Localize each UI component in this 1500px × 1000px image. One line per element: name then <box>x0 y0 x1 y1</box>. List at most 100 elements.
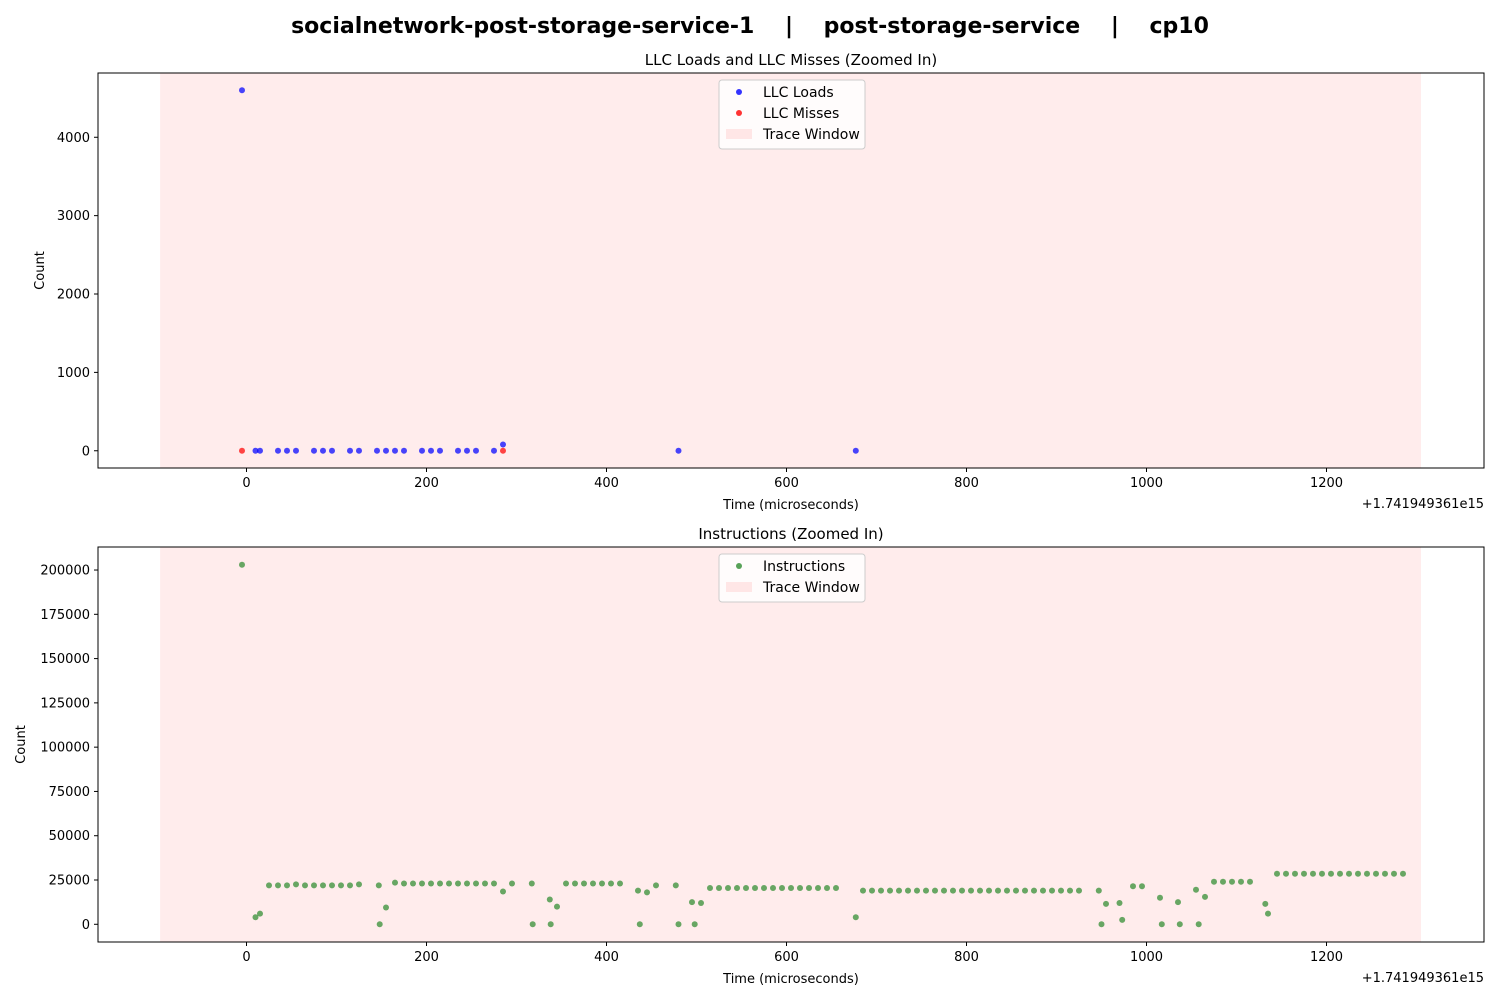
data-point-instructions <box>1067 887 1073 894</box>
data-point-llc-loads <box>252 447 259 454</box>
data-point-instructions <box>376 921 383 928</box>
data-point-instructions <box>284 882 290 889</box>
data-point-llc-loads <box>257 447 263 454</box>
y-tick-label: 100000 <box>40 741 90 756</box>
x-tick-label: 1000 <box>1130 476 1163 491</box>
data-point-instructions <box>878 887 884 894</box>
data-point-instructions <box>1220 878 1226 885</box>
data-point-instructions <box>554 903 560 910</box>
data-point-llc-loads <box>311 447 317 454</box>
y-tick-label: 2000 <box>57 288 90 303</box>
data-point-llc-loads <box>852 447 859 454</box>
data-point-instructions <box>968 887 974 894</box>
data-point-instructions <box>1175 899 1181 906</box>
y-tick-label: 4000 <box>57 131 90 146</box>
data-point-instructions <box>528 880 535 887</box>
legend: LLC Loads LLC Misses Trace Window <box>718 79 866 150</box>
data-point-instructions <box>752 884 758 891</box>
data-point-instructions <box>1158 921 1165 928</box>
data-point-instructions <box>546 896 553 903</box>
y-tick-label: 175000 <box>40 608 90 623</box>
data-point-instructions <box>275 882 281 889</box>
data-point-instructions <box>977 887 983 894</box>
data-point-instructions <box>995 887 1001 894</box>
x-tick-label: 1200 <box>1310 950 1343 965</box>
data-point-llc-loads <box>329 447 335 454</box>
x-tick-label: 400 <box>594 950 619 965</box>
y-tick-label: 25000 <box>49 874 90 889</box>
data-point-instructions <box>698 900 704 907</box>
data-point-instructions <box>410 880 416 887</box>
data-point-instructions <box>653 882 659 889</box>
figure-title: socialnetwork-post-storage-service-1 | p… <box>291 14 1209 39</box>
data-point-instructions <box>691 921 698 928</box>
data-point-instructions <box>1238 878 1244 885</box>
data-point-instructions <box>1229 878 1235 885</box>
data-point-instructions <box>1400 870 1406 877</box>
data-point-instructions <box>1176 921 1183 928</box>
data-point-instructions <box>1040 887 1046 894</box>
data-point-instructions <box>257 910 263 917</box>
data-point-instructions <box>1364 870 1370 877</box>
data-point-instructions <box>1004 887 1010 894</box>
data-point-instructions <box>383 904 389 911</box>
llc-panel: LLC Loads and LLC Misses (Zoomed In) 0 200… <box>33 51 1485 513</box>
data-point-instructions <box>1116 900 1123 907</box>
legend-trace-swatch <box>726 129 752 139</box>
legend-label: Trace Window <box>762 580 860 596</box>
data-point-llc-loads <box>500 441 506 448</box>
data-point-instructions <box>320 882 326 889</box>
data-point-instructions <box>464 880 470 887</box>
x-tick-label: 600 <box>774 476 799 491</box>
data-point-instructions <box>1337 870 1343 877</box>
x-tick-label: 1000 <box>1130 950 1163 965</box>
data-point-instructions <box>1391 870 1397 877</box>
data-point-instructions <box>1211 878 1217 885</box>
x-axis-label: Time (microseconds) <box>722 972 859 987</box>
data-point-llc-loads <box>675 447 682 454</box>
data-point-instructions <box>707 884 713 891</box>
data-point-instructions <box>1202 893 1208 900</box>
data-point-instructions <box>1292 870 1298 877</box>
data-point-instructions <box>252 914 259 921</box>
data-point-instructions <box>401 880 407 887</box>
data-point-instructions <box>986 887 992 894</box>
data-point-instructions <box>734 884 740 891</box>
y-tick-label: 200000 <box>40 564 90 579</box>
x-tick-label: 1200 <box>1310 476 1343 491</box>
data-point-llc-loads <box>419 447 425 454</box>
data-point-instructions <box>788 884 794 891</box>
y-tick-label: 3000 <box>57 209 90 224</box>
legend-box <box>718 79 866 150</box>
y-tick-label: 1000 <box>57 366 90 381</box>
data-point-instructions <box>1382 870 1388 877</box>
axes-frame <box>97 546 1485 943</box>
data-point-instructions <box>675 921 682 928</box>
data-point-instructions <box>392 879 398 886</box>
chart-title: LLC Loads and LLC Misses (Zoomed In) <box>645 51 937 69</box>
data-point-instructions <box>1095 887 1102 894</box>
data-point-instructions <box>437 880 443 887</box>
data-point-instructions <box>959 887 965 894</box>
legend-label: Trace Window <box>762 127 860 143</box>
data-point-instructions <box>833 884 839 891</box>
data-point-instructions <box>509 880 515 887</box>
data-point-instructions <box>779 884 785 891</box>
data-point-instructions <box>689 899 695 906</box>
data-point-instructions <box>491 880 497 887</box>
y-tick-label: 125000 <box>40 696 90 711</box>
data-point-instructions <box>1013 887 1019 894</box>
data-point-instructions <box>1283 870 1289 877</box>
data-point-llc-loads <box>275 447 281 454</box>
y-tick-label: 75000 <box>49 785 90 800</box>
data-point-llc-loads <box>428 447 434 454</box>
legend-label: Instructions <box>763 559 845 575</box>
data-point-instructions <box>852 914 859 921</box>
data-point-instructions <box>572 880 578 887</box>
data-point-instructions <box>887 887 893 894</box>
data-point-instructions <box>428 880 434 887</box>
legend-trace-swatch <box>726 582 752 592</box>
data-point-instructions <box>1022 887 1028 894</box>
data-point-llc-loads <box>437 447 443 454</box>
